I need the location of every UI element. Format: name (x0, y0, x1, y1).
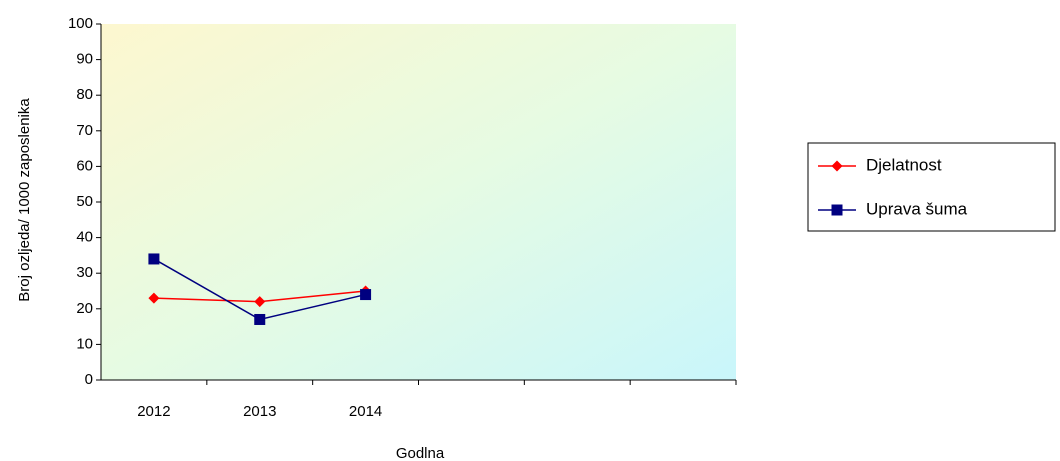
series-layer (148, 253, 372, 325)
x-tick-label: 2013 (243, 403, 276, 420)
data-point (148, 253, 160, 265)
y-tick-label: 20 (76, 300, 93, 317)
series-uprava-šuma (148, 253, 372, 325)
legend-box (807, 142, 1056, 232)
legend-label: Djelatnost (866, 155, 942, 174)
x-tick-label: 2012 (137, 403, 170, 420)
x-axis-title: Godlna (396, 445, 445, 461)
y-tick-label: 90 (76, 51, 93, 68)
y-tick-label: 80 (76, 86, 93, 103)
y-tick-label: 0 (85, 371, 93, 388)
legend-item: Uprava šuma (818, 199, 968, 218)
legend-marker (831, 160, 843, 172)
y-axis-title: Broj ozljeda/ 1000 zaposlenika (16, 98, 33, 302)
x-axis: 2012 2013 2014 (101, 379, 737, 420)
data-point (254, 296, 266, 308)
y-tick-label: 60 (76, 157, 93, 174)
y-tick-label: 10 (76, 335, 93, 352)
data-point (254, 313, 266, 325)
y-tick-label: 30 (76, 264, 93, 281)
y-tick-label: 70 (76, 122, 93, 139)
y-tick-label: 100 (68, 15, 93, 32)
legend-label: Uprava šuma (866, 199, 968, 218)
legend-marker (831, 204, 843, 216)
y-axis: 0 10 20 30 40 50 60 70 80 90 100 (68, 15, 102, 388)
data-point (148, 292, 160, 304)
legend-item: Djelatnost (818, 155, 942, 174)
plot-area (101, 24, 736, 380)
x-tick-label: 2014 (349, 403, 382, 420)
y-tick-label: 40 (76, 229, 93, 246)
legend: Djelatnost Uprava šuma (807, 142, 1056, 232)
data-point (360, 289, 372, 301)
y-tick-label: 50 (76, 193, 93, 210)
